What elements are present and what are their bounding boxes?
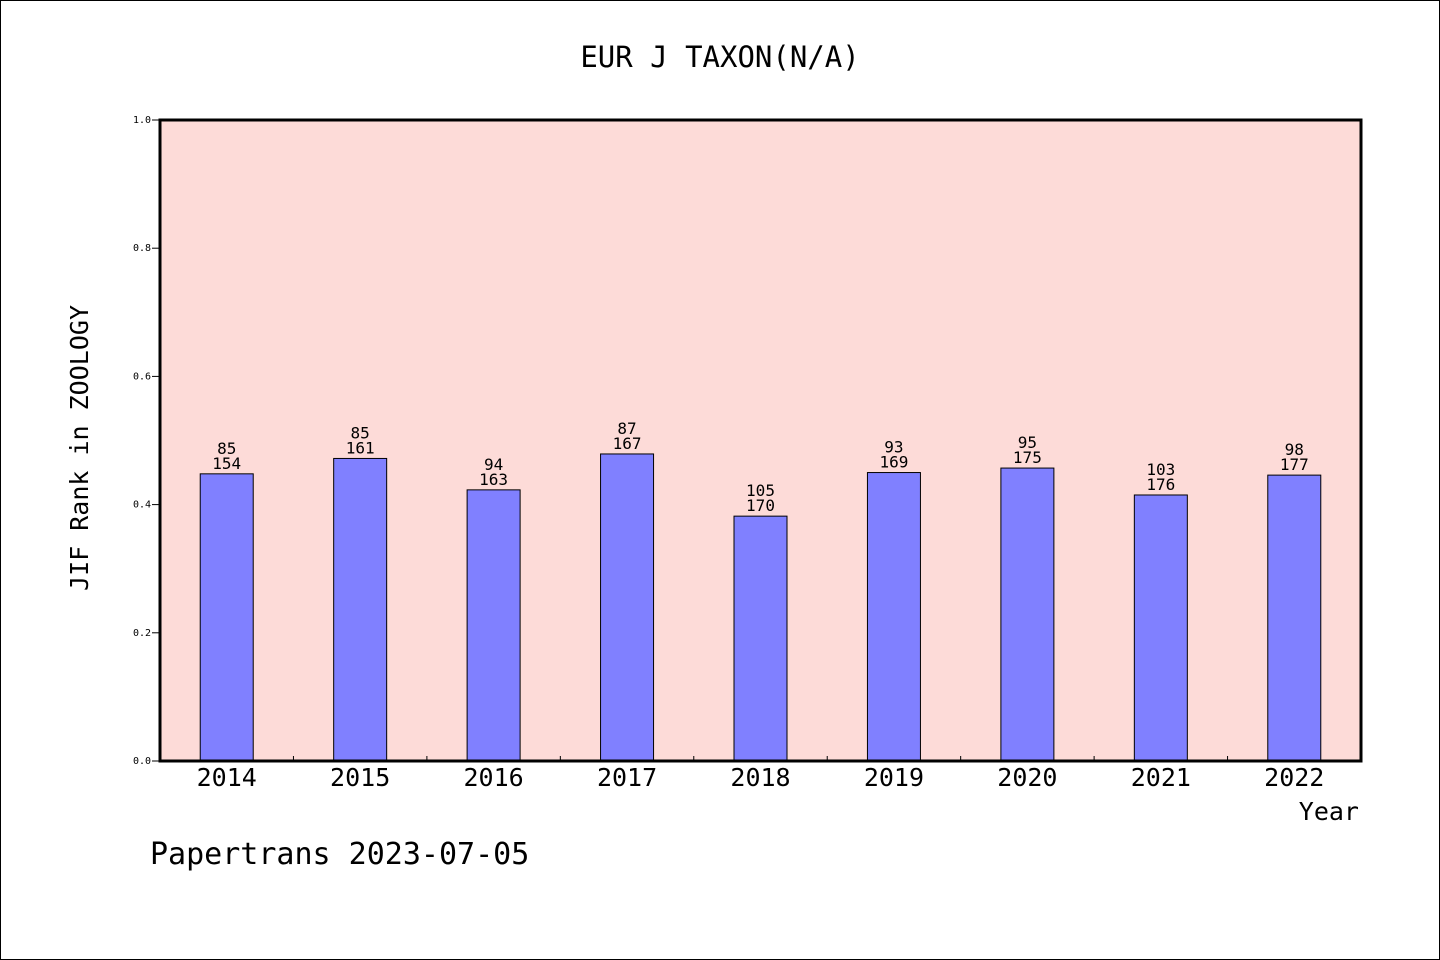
- bar-2020: [1000, 467, 1055, 762]
- bar-label-total-2016: 163: [479, 470, 508, 489]
- plot-border: [158, 118, 1363, 763]
- x-axis-label: Year: [1299, 797, 1359, 826]
- x-tick-label-2020: 2020: [997, 763, 1057, 792]
- y-tick-label: 1.0: [133, 115, 151, 126]
- bar-label-total-2018: 170: [746, 496, 775, 515]
- bar-label-total-2014: 154: [212, 454, 241, 473]
- bar-label-total-2015: 161: [346, 438, 375, 457]
- x-tick-label-2018: 2018: [730, 763, 790, 792]
- x-tick-label-2022: 2022: [1264, 763, 1324, 792]
- x-tick-label-2015: 2015: [330, 763, 390, 792]
- bar-label-rank-2017: 87: [617, 419, 636, 438]
- bar-label-rank-2014: 85: [217, 439, 236, 458]
- bar-label-total-2017: 167: [613, 434, 642, 453]
- y-axis-label: JIF Rank in ZOOLOGY: [65, 305, 94, 591]
- bar-2015: [333, 457, 388, 762]
- x-tick-label-2014: 2014: [197, 763, 257, 792]
- bar-2021: [1133, 494, 1188, 762]
- bar-label-rank-2019: 93: [884, 438, 903, 457]
- bar-2016: [466, 489, 521, 762]
- bar-2019: [866, 472, 921, 762]
- x-tick-label-2021: 2021: [1131, 763, 1191, 792]
- y-tick-label: 0.6: [133, 371, 151, 382]
- x-tick-label-2016: 2016: [464, 763, 524, 792]
- bar-label-rank-2022: 98: [1285, 440, 1304, 459]
- chart-title: EUR J TAXON(N/A): [580, 40, 859, 74]
- y-tick-label: 0.2: [133, 628, 151, 639]
- bar-label-rank-2016: 94: [484, 455, 503, 474]
- bar-2017: [600, 453, 655, 762]
- y-tick-label: 0.4: [133, 500, 151, 511]
- x-tick-label-2019: 2019: [864, 763, 924, 792]
- bar-label-rank-2021: 103: [1146, 460, 1175, 479]
- bar-2022: [1267, 474, 1322, 762]
- x-tick-label-2017: 2017: [597, 763, 657, 792]
- bar-label-total-2020: 175: [1013, 448, 1042, 467]
- bar-label-total-2022: 177: [1280, 455, 1309, 474]
- bar-2018: [733, 515, 788, 762]
- bar-label-rank-2015: 85: [351, 423, 370, 442]
- bar-label-total-2021: 176: [1146, 475, 1175, 494]
- bar-label-rank-2018: 105: [746, 481, 775, 500]
- y-tick-label: 0.0: [133, 756, 151, 767]
- bar-label-total-2019: 169: [879, 453, 908, 472]
- footer-text: Papertrans 2023-07-05: [150, 837, 529, 872]
- bar-label-rank-2020: 95: [1018, 433, 1037, 452]
- y-tick-label: 0.8: [133, 243, 151, 254]
- bar-2014: [199, 473, 254, 762]
